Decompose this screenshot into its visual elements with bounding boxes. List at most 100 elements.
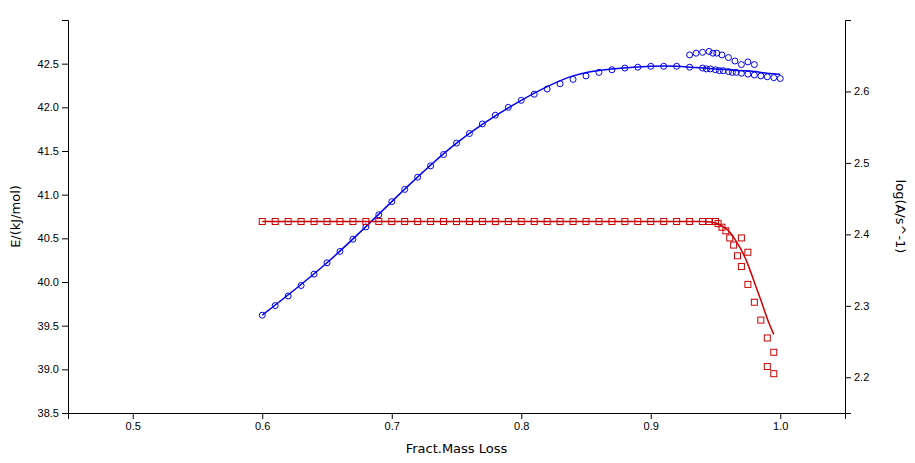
point — [751, 62, 757, 68]
point — [771, 75, 777, 81]
y2-axis: 2.2 2.3 2.4 2.5 2.6 — [845, 21, 869, 414]
point — [764, 335, 770, 341]
series — [687, 48, 758, 67]
y-axis-tick: 40.0 — [38, 276, 68, 288]
y-axis-tick-label: 42.0 — [38, 101, 59, 113]
y2-axis-tick: 2.2 — [845, 371, 869, 383]
x-axis-tick: 0.8 — [514, 413, 529, 432]
point — [738, 264, 744, 270]
point — [687, 52, 693, 58]
point — [758, 317, 764, 323]
point — [745, 281, 751, 287]
y2-axis-tick: 2.3 — [845, 300, 869, 312]
y2-axis-tick: 2.4 — [845, 228, 869, 240]
x-axis-tick-label: 0.5 — [126, 420, 141, 432]
point — [725, 55, 731, 61]
y-axis-tick-mark — [62, 238, 68, 239]
y-axis-title: E/(kJ/mol) — [8, 185, 23, 248]
y-axis-tick: 41.5 — [38, 145, 68, 157]
point — [719, 52, 725, 58]
x-axis-tick: 0.7 — [385, 413, 400, 432]
point — [583, 73, 589, 79]
y2-axis-tick-label: 2.6 — [854, 85, 869, 97]
y2-axis-tick: 2.5 — [845, 157, 869, 169]
point — [764, 364, 770, 370]
point — [745, 71, 751, 77]
x-axis-tick-label: 0.8 — [514, 420, 529, 432]
y-axis-tick: 41.0 — [38, 189, 68, 201]
x-axis-tick-mark — [780, 413, 781, 419]
y2-axis-tick-mark — [845, 306, 851, 307]
series — [262, 221, 774, 334]
x-axis-tick: 0.6 — [255, 413, 270, 432]
y-axis-tick-label: 40.0 — [38, 276, 59, 288]
x-axis-tick: 1.0 — [773, 413, 788, 432]
series — [259, 63, 692, 318]
y2-axis-tick: 2.6 — [845, 85, 869, 97]
point — [751, 299, 757, 305]
x-axis: 0.5 0.6 0.7 0.8 0.9 1.0 — [69, 413, 846, 432]
x-axis-tick-mark — [392, 413, 393, 419]
y2-axis-tick-label: 2.3 — [854, 300, 869, 312]
chart: 0.5 0.6 0.7 0.8 0.9 1.0 38.5 39.0 39.5 40.0 40.5 41… — [0, 0, 915, 463]
point — [771, 349, 777, 355]
y-axis-tick-mark — [62, 282, 68, 283]
y-axis-tick: 39.0 — [38, 363, 68, 375]
y-axis-tick-label: 38.5 — [38, 407, 59, 419]
y-axis-tick-mark — [62, 151, 68, 152]
point — [764, 74, 770, 80]
y-axis-tick-label: 39.0 — [38, 363, 59, 375]
x-axis-tick-label: 0.6 — [255, 420, 270, 432]
y2-axis-tick-mark — [845, 377, 851, 378]
y-axis-tick-label: 40.5 — [38, 232, 59, 244]
series — [715, 221, 777, 356]
point — [731, 242, 737, 248]
x-axis-tick-label: 0.9 — [644, 420, 659, 432]
y-axis: 38.5 39.0 39.5 40.0 40.5 41.0 41.5 42.0 42.5 — [38, 21, 69, 420]
y-axis-tick-label: 42.5 — [38, 58, 59, 70]
point — [771, 371, 777, 377]
y-axis-tick-mark — [62, 326, 68, 327]
y-axis-tick-mark — [62, 107, 68, 108]
plot: 0.5 0.6 0.7 0.8 0.9 1.0 38.5 39.0 39.5 40.0 40.5 41… — [38, 21, 870, 432]
x-axis-tick-mark — [651, 413, 652, 419]
x-axis-tick: 0.5 — [126, 413, 141, 432]
y-axis-tick: 42.5 — [38, 58, 68, 70]
x-axis-tick-mark — [521, 413, 522, 419]
marks — [259, 48, 783, 376]
y2-axis-tick-label: 2.2 — [854, 371, 869, 383]
x-axis-tick-mark — [133, 413, 134, 419]
point — [693, 50, 699, 56]
y-axis-line — [62, 21, 69, 414]
y2-axis-tick-label: 2.5 — [854, 157, 869, 169]
point — [700, 49, 706, 55]
x-axis-title: Fract.Mass Loss — [406, 441, 508, 456]
y-axis-tick-mark — [62, 413, 68, 414]
x-axis-tick: 0.9 — [644, 413, 659, 432]
point — [738, 235, 744, 241]
y2-axis-title: log(A/s^-1) — [893, 180, 908, 254]
x-axis-tick-label: 1.0 — [773, 420, 788, 432]
point — [735, 253, 741, 259]
y-axis-tick: 42.0 — [38, 101, 68, 113]
y-axis-tick: 40.5 — [38, 232, 68, 244]
y2-axis-tick-mark — [845, 91, 851, 92]
y-axis-tick-label: 39.5 — [38, 320, 59, 332]
point — [751, 72, 757, 78]
y-axis-tick: 39.5 — [38, 320, 68, 332]
point — [706, 48, 712, 54]
x-axis-tick-label: 0.7 — [385, 420, 400, 432]
point — [777, 76, 783, 82]
y2-axis-tick-mark — [845, 163, 851, 164]
series — [262, 66, 780, 315]
y-axis-tick: 38.5 — [38, 407, 68, 419]
point — [732, 58, 738, 64]
y-axis-tick-label: 41.0 — [38, 189, 59, 201]
x-axis-line — [69, 414, 846, 420]
point — [738, 62, 744, 68]
y-axis-tick-label: 41.5 — [38, 145, 59, 157]
line — [262, 221, 774, 334]
y-axis-tick-mark — [62, 64, 68, 65]
y2-axis-tick-mark — [845, 234, 851, 235]
y2-axis-tick-label: 2.4 — [854, 228, 869, 240]
